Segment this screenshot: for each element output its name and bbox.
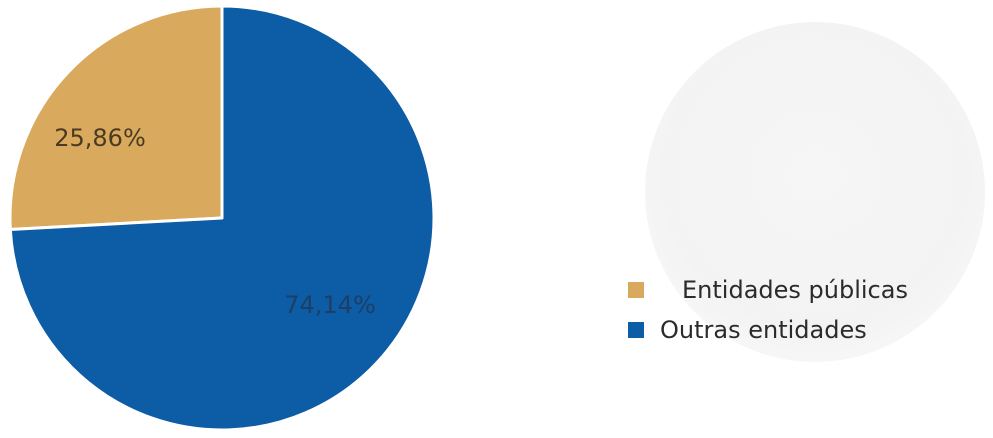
chart-legend: Entidades públicas Outras entidades xyxy=(628,270,908,350)
legend-label-entidades-publicas: Entidades públicas xyxy=(682,276,908,304)
legend-label-outras-entidades: Outras entidades xyxy=(660,316,867,344)
legend-swatch-entidades-publicas xyxy=(628,282,644,298)
pie-slice-entidades-publicas xyxy=(8,4,224,231)
data-label-entidades-publicas: 25,86% xyxy=(54,124,146,152)
pie-slices xyxy=(8,4,436,432)
legend-item-outras-entidades: Outras entidades xyxy=(628,310,908,350)
background-circle xyxy=(645,22,985,362)
legend-swatch-outras-entidades xyxy=(628,322,644,338)
pie-slice-outras-entidades xyxy=(8,4,436,432)
legend-item-entidades-publicas: Entidades públicas xyxy=(628,270,908,310)
pie-data-labels: 25,86% 74,14% xyxy=(54,124,376,319)
data-label-outras-entidades: 74,14% xyxy=(284,291,376,319)
